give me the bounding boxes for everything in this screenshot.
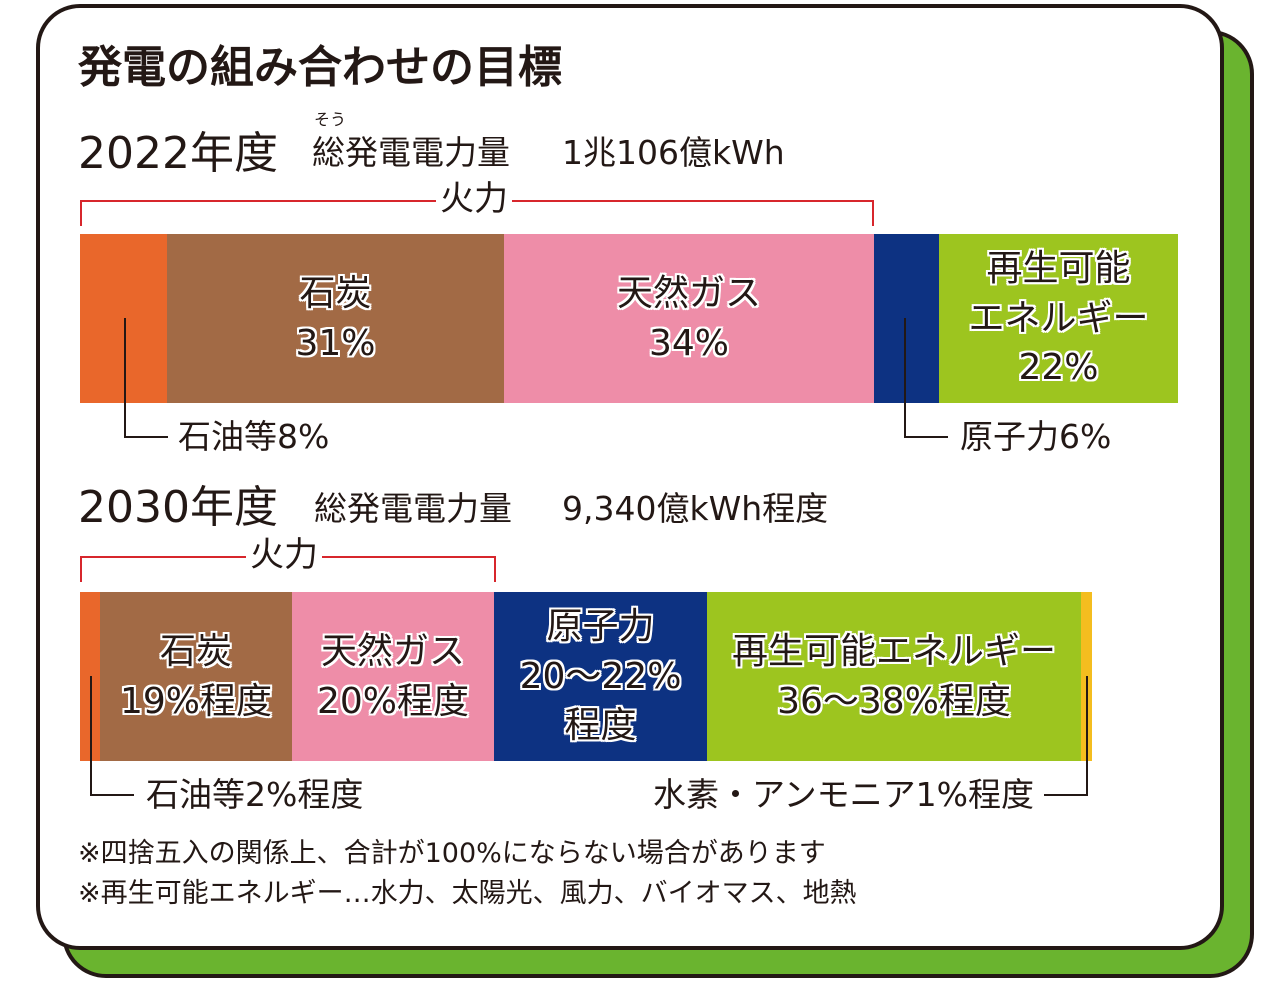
stacked-bar-2030: 石炭 19%程度 天然ガス 20%程度 原子力 20～22% 程度 再生可能エネルギー 36～3… [80, 592, 1092, 761]
segment-label-coal-2022: 石炭 31% [167, 234, 504, 403]
nuclear-callout-line-2022 [904, 318, 906, 438]
segment-label-line: 36～38%程度 [777, 680, 1011, 722]
bar-segment-renewable-2022 [939, 234, 1178, 403]
segment-label-line: 天然ガス [616, 272, 761, 314]
thermal-bracket-2030-left [80, 556, 82, 582]
segment-label-line: 31% [295, 322, 376, 364]
bar-segment-nuclear-2030 [494, 592, 707, 761]
bar-segment-renewable-2030 [707, 592, 1081, 761]
thermal-bracket-2022-right [872, 200, 874, 226]
segment-label-line: 原子力 [546, 605, 655, 647]
segment-label-line: 再生可能エネルギー [731, 630, 1056, 672]
segment-label-renewable-2022: 再生可能エネルギー 22% [939, 234, 1178, 403]
bar-segment-oil-2022 [80, 234, 167, 403]
oil-callout-line-2022 [124, 318, 126, 438]
bar-segment-natural-gas-2030 [292, 592, 494, 761]
chart-title: 発電の組み合わせの目標 [78, 42, 562, 93]
nuclear-callout-line-2022-h [904, 436, 948, 438]
segment-label-line: 石炭 [299, 272, 372, 314]
stacked-bar-2022: 石炭 31% 天然ガス 34% 再生可能エネルギー 22% [80, 234, 1178, 403]
oil-label-2022: 石油等8% [178, 417, 330, 456]
segment-label-renewable-2030: 再生可能エネルギー 36～38%程度 [707, 592, 1081, 761]
segment-label-nuclear-2030: 原子力 20～22% 程度 [494, 592, 707, 761]
segment-label-coal-2030: 石炭 19%程度 [100, 592, 292, 761]
segment-label-line: 天然ガス [320, 630, 465, 672]
bar-segment-natural-gas-2022 [504, 234, 874, 403]
oil-callout-line-2030-h [90, 794, 134, 796]
segment-label-natural-gas-2022: 天然ガス 34% [504, 234, 874, 403]
nuclear-label-2022: 原子力6% [960, 417, 1112, 456]
segment-label-line: 34% [648, 322, 729, 364]
thermal-label-2022: 火力 [436, 182, 512, 216]
ruby-sou: そう [314, 110, 347, 129]
segment-label-line: 22% [1018, 347, 1099, 389]
segment-label-natural-gas-2030: 天然ガス 20%程度 [292, 592, 494, 761]
thermal-bracket-2022-left [80, 200, 82, 226]
oil-label-2030: 石油等2%程度 [146, 775, 364, 814]
hydrogen-callout-line-2030-h [1044, 794, 1088, 796]
total-value-2030: 9,340億kWh程度 [562, 489, 829, 528]
total-value-2022: 1兆106億kWh [562, 133, 785, 172]
hydrogen-label-2030: 水素・アンモニア1%程度 [652, 775, 1034, 814]
oil-callout-line-2030 [90, 676, 92, 796]
bar-segment-nuclear-2022 [874, 234, 939, 403]
total-label-2030: 総発電電力量 [314, 489, 512, 528]
thermal-bracket-2030-right [494, 556, 496, 582]
segment-label-line: エネルギー [968, 297, 1149, 339]
segment-label-line: 20%程度 [316, 680, 470, 722]
oil-callout-line-2022-h [124, 436, 168, 438]
total-label-2022: 総発電電力量 [312, 133, 510, 172]
card-frame [36, 4, 1224, 950]
bar-segment-coal-2022 [167, 234, 504, 403]
year-2022-label: 2022年度 [78, 128, 278, 179]
note-renewable: ※再生可能エネルギー…水力、太陽光、風力、バイオマス、地熱 [78, 878, 857, 909]
segment-label-line: 再生可能 [986, 247, 1131, 289]
segment-label-line: 20～22% [519, 655, 682, 697]
hydrogen-callout-line-2030 [1086, 676, 1088, 796]
segment-label-line: 石炭 [159, 630, 232, 672]
segment-label-line: 19%程度 [119, 680, 273, 722]
note-rounding: ※四捨五入の関係上、合計が100%にならない場合があります [78, 838, 826, 869]
bar-segment-coal-2030 [100, 592, 292, 761]
year-2030-label: 2030年度 [78, 482, 278, 533]
segment-label-line: 程度 [564, 705, 637, 747]
thermal-label-2030: 火力 [246, 538, 322, 572]
